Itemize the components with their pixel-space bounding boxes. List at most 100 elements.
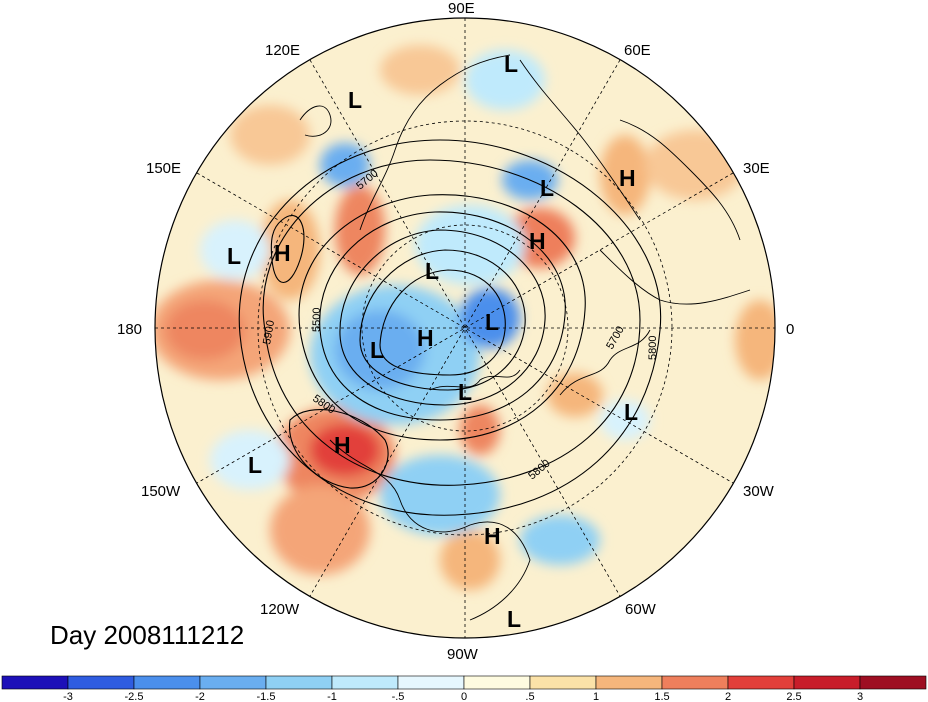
warm-anomaly-japan [230,105,310,165]
lon-label-90w: 90W [447,646,479,663]
coastline-africa-east [619,119,741,241]
contour-line [262,159,641,486]
coastline-arctic-canada [429,369,521,391]
pressure-centers: L L H L H H L L H L L L H L H L L [227,51,638,632]
contour-line [298,194,586,441]
lon-label-90e: 90E [448,0,475,17]
colorbar-tick-label: 1 [593,691,599,702]
colorbar-swatch [397,675,465,690]
low-center: L [485,309,499,335]
cold-anomaly-canada [380,455,500,535]
cold-anomaly-mongolia [320,143,370,187]
low-center: L [425,258,439,284]
lon-label-30w: 30W [743,483,775,500]
colorbar-tick-label: 0 [461,691,467,702]
cold-anomaly-himalaya [465,50,545,110]
coastline-greenland [559,329,651,396]
coastline-north-america [329,439,531,621]
map-title: Day 2008111212 [50,620,245,650]
contour-line [339,229,546,406]
high-center: H [334,432,351,458]
colorbar-tick-label: -.5 [392,691,405,702]
warm-anomaly-greenland [547,373,603,417]
high-center: H [417,325,434,351]
high-center: H [484,523,501,549]
warm-anomaly-gulf [440,530,500,590]
colorbar-tick-label: -3 [63,691,73,702]
cold-anomaly-siberia [415,205,525,285]
colorbar-swatch [199,675,267,690]
longitude-labels: 90E 120E 60E 150E 30E 180 0 150W 30W 120… [117,0,794,663]
colorbar-tick-label: 2.5 [786,691,801,702]
colorbar-swatch [67,675,135,690]
lon-label-60w: 60W [625,601,657,618]
warm-anomaly-gulf-alaska-core [310,424,380,476]
graticule [155,18,775,638]
colorbar-tick-label: 2 [725,691,731,702]
colorbar-tick-label: 3 [857,691,863,702]
coastlines [299,54,751,621]
colorbar-swatch [463,675,531,690]
lon-label-150e: 150E [146,160,181,177]
high-center: H [619,165,636,191]
colorbar-tick-label: .5 [525,691,534,702]
low-center: L [370,337,384,363]
warm-anomaly-africa [735,300,775,380]
warm-anomaly-india [380,45,460,95]
low-center: L [458,379,472,405]
colorbar-swatch [1,675,69,690]
coastline-europe [599,249,751,305]
low-center: L [624,399,638,425]
contour-label: 5800 [647,336,659,360]
map-boundary [154,17,776,639]
lon-label-180: 180 [117,321,142,338]
low-center: L [504,51,518,77]
latitude-circle [361,224,569,432]
warm-anomaly-asia [645,130,745,200]
meridian-30-150 [196,172,734,484]
meridian-60-120 [309,59,621,597]
cold-anomaly-west-pacific [200,220,270,280]
colorbar-swatch [529,675,597,690]
low-center: L [540,175,554,201]
lon-label-150w: 150W [141,483,181,500]
warm-anomaly-ural [600,135,650,215]
colorbar-swatch [727,675,795,690]
colorbar-tick-label: -2.5 [125,691,144,702]
high-center: H [274,240,291,266]
colorbar-swatch [265,675,333,690]
contour-line [379,269,506,376]
meridian-120-60 [309,59,621,597]
colorbar-tick-label: -1.5 [257,691,276,702]
low-center: L [227,243,241,269]
colorbar: -3 -2.5 -2 -1.5 -1 -.5 0 .5 1 1.5 2 2.5 3 [1,675,927,702]
low-center: L [348,87,362,113]
warm-anomaly-pacific-core [165,300,245,360]
lon-label-120e: 120E [265,42,300,59]
contour-label: 5900 [261,319,277,345]
coastline-east-asia [359,54,511,231]
lon-label-120w: 120W [260,601,300,618]
contour-line [270,214,305,283]
contour-line [319,211,566,421]
colorbar-swatch [133,675,201,690]
colorbar-swatch [595,675,663,690]
colorbar-swatch [793,675,861,690]
colorbar-tick-label: -2 [195,691,205,702]
warm-anomaly-ne-pacific [270,485,370,575]
contour-line [289,409,389,489]
lon-label-0: 0 [786,321,794,338]
low-center: L [248,452,262,478]
colorbar-tick-label: -1 [327,691,337,702]
high-center: H [529,228,546,254]
colorbar-swatch [661,675,729,690]
contour-line [359,249,526,391]
cold-anomaly-east-pacific [210,430,290,490]
cold-anomaly-atlantic [520,515,600,565]
contour-label: 5500 [311,308,323,332]
colorbar-swatch [331,675,399,690]
meridian-150-30 [196,172,734,484]
colorbar-swatch [859,675,927,690]
colorbar-tick-label: 1.5 [654,691,669,702]
